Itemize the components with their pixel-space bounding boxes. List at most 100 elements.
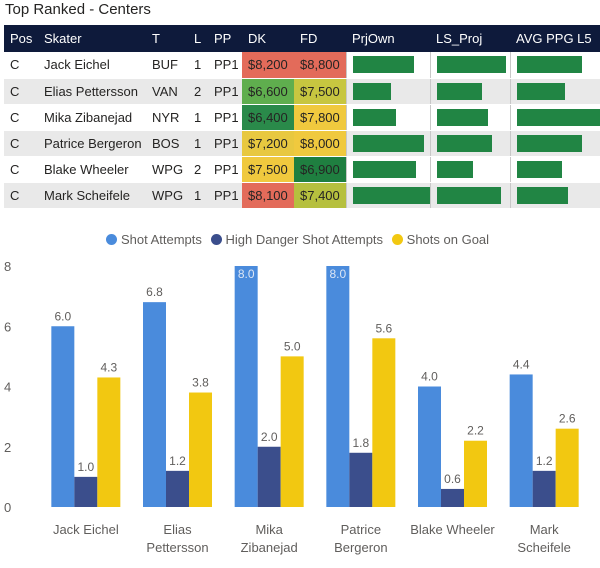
data-bar (352, 82, 391, 100)
data-bar (436, 82, 482, 100)
table-row[interactable]: C Patrice Bergeron BOS 1 PP1 $7,200 $8,000 (4, 130, 600, 157)
cell-pp: PP1 (208, 130, 242, 157)
table-title: Top Ranked - Centers (5, 1, 151, 18)
legend-item-high-danger[interactable]: High Danger Shot Attempts (210, 232, 383, 247)
bar-high-danger-shot-attempts (74, 476, 98, 507)
centers-table: Pos Skater T L PP DK FD PrjOwn LS_Proj A… (4, 25, 600, 209)
header-prjown[interactable]: PrjOwn (352, 31, 395, 46)
cell-line: 1 (188, 182, 208, 209)
bar-high-danger-shot-attempts (441, 488, 464, 507)
data-bar (352, 134, 425, 152)
cell-skater: Jack Eichel (38, 52, 146, 79)
cell-line: 1 (188, 104, 208, 131)
data-bar (436, 160, 473, 178)
legend-item-shot-attempts[interactable]: Shot Attempts (105, 232, 202, 247)
header-dk[interactable]: DK (248, 31, 267, 46)
data-label: 1.8 (352, 436, 369, 450)
legend-dot-icon (210, 234, 222, 245)
header-skater[interactable]: Skater (44, 31, 82, 46)
legend-dot-icon (105, 234, 117, 245)
cell-line: 2 (188, 156, 208, 183)
table-row[interactable]: C Mika Zibanejad NYR 1 PP1 $6,400 $7,800 (4, 104, 600, 131)
bar-high-danger-shot-attempts (166, 470, 189, 507)
data-bar (352, 160, 417, 178)
cell-ls-proj-bar (429, 130, 510, 157)
data-bar (436, 186, 501, 204)
bar-shot-attempts (51, 326, 75, 507)
data-bar (436, 108, 488, 126)
cell-pos: C (4, 182, 38, 209)
data-label: 8.0 (238, 267, 255, 281)
x-category-label: Jack Eichel (53, 522, 119, 537)
cell-pp: PP1 (208, 52, 242, 79)
cell-team: WPG (146, 156, 188, 183)
data-label: 4.0 (421, 370, 438, 384)
cell-dk: $7,500 (242, 156, 294, 183)
data-bar (516, 186, 569, 204)
y-tick-label: 8 (4, 259, 11, 274)
data-bar (516, 134, 583, 152)
header-avg-ppg[interactable]: AVG PPG L5 (516, 31, 592, 46)
bar-shot-attempts (143, 302, 166, 507)
cell-dk: $6,400 (242, 104, 294, 131)
cell-skater: Mika Zibanejad (38, 104, 146, 131)
cell-skater: Elias Pettersson (38, 78, 146, 105)
cell-line: 1 (188, 52, 208, 79)
data-label: 1.0 (77, 460, 94, 474)
x-category-label: Bergeron (334, 540, 387, 555)
bar-shots-on-goal (97, 377, 121, 507)
header-pp[interactable]: PP (214, 31, 232, 46)
cell-prjown-bar (345, 52, 430, 79)
header-ls-proj[interactable]: LS_Proj (436, 31, 483, 46)
bar-shot-attempts (234, 266, 258, 507)
cell-ls-proj-bar (429, 182, 510, 209)
table-row[interactable]: C Blake Wheeler WPG 2 PP1 $7,500 $6,900 (4, 156, 600, 183)
table-header: Pos Skater T L PP DK FD PrjOwn LS_Proj A… (4, 25, 600, 52)
cell-line: 2 (188, 78, 208, 105)
cell-skater: Patrice Bergeron (38, 130, 146, 157)
table-row[interactable]: C Elias Pettersson VAN 2 PP1 $6,600 $7,500 (4, 78, 600, 105)
data-label: 1.2 (169, 454, 186, 468)
x-category-label: Elias (163, 522, 192, 537)
cell-team: WPG (146, 182, 188, 209)
cell-avg-ppg-bar (509, 52, 600, 79)
bar-shots-on-goal (280, 356, 304, 507)
table-row[interactable]: C Jack Eichel BUF 1 PP1 $8,200 $8,800 (4, 52, 600, 79)
header-pos[interactable]: Pos (10, 31, 33, 46)
data-label: 3.8 (192, 376, 209, 390)
header-fd[interactable]: FD (300, 31, 318, 46)
data-bar (516, 82, 565, 100)
cell-fd: $8,000 (294, 130, 346, 157)
cell-skater: Mark Scheifele (38, 182, 146, 209)
data-bar (352, 56, 415, 74)
data-bar (352, 186, 430, 204)
bar-shot-attempts (326, 266, 350, 507)
cell-line: 1 (188, 130, 208, 157)
cell-team: BUF (146, 52, 188, 79)
data-label: 8.0 (329, 267, 346, 281)
x-category-label: Scheifele (517, 540, 570, 555)
bar-shots-on-goal (189, 392, 212, 507)
cell-avg-ppg-bar (509, 78, 600, 105)
cell-ls-proj-bar (429, 156, 510, 183)
cell-prjown-bar (345, 130, 430, 157)
x-category-label: Zibanejad (241, 540, 298, 555)
table-row[interactable]: C Mark Scheifele WPG 1 PP1 $8,100 $7,400 (4, 182, 600, 209)
cell-pp: PP1 (208, 104, 242, 131)
cell-pos: C (4, 52, 38, 79)
cell-team: BOS (146, 130, 188, 157)
legend-item-shots-on-goal[interactable]: Shots on Goal (391, 232, 489, 247)
header-team[interactable]: T (152, 31, 160, 46)
cell-fd: $8,800 (294, 52, 346, 79)
cell-dk: $8,200 (242, 52, 294, 79)
chart-legend: Shot Attempts High Danger Shot Attempts … (0, 232, 600, 247)
cell-ls-proj-bar (429, 52, 510, 79)
cell-ls-proj-bar (429, 78, 510, 105)
header-line[interactable]: L (194, 31, 202, 46)
cell-avg-ppg-bar (509, 104, 600, 131)
data-label: 0.6 (444, 472, 461, 486)
bar-shots-on-goal (555, 428, 579, 507)
cell-ls-proj-bar (429, 104, 510, 131)
data-label: 6.0 (54, 309, 71, 323)
cell-dk: $7,200 (242, 130, 294, 157)
